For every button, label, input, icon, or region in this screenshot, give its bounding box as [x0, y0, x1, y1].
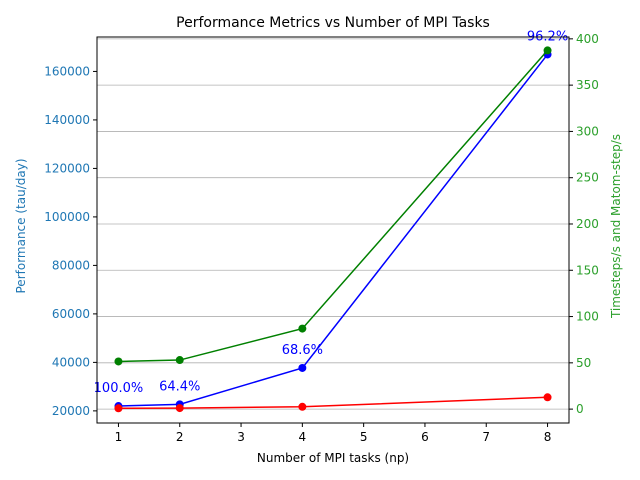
data-point	[114, 404, 123, 413]
left-y-tick-label: 160000	[44, 64, 90, 78]
x-tick-label: 7	[482, 430, 490, 444]
data-label: 100.0%	[94, 381, 144, 396]
x-tick-label: 3	[237, 430, 245, 444]
data-point	[175, 404, 184, 413]
series-layer	[114, 46, 552, 413]
x-axis-label: Number of MPI tasks (np)	[257, 451, 409, 465]
right-y-tick-label: 150	[576, 263, 599, 277]
data-label: 68.6%	[282, 343, 323, 358]
left-y-tick-label: 60000	[52, 307, 90, 321]
right-y-axis-label: Timesteps/s and Matom-step/s	[609, 134, 623, 319]
annotations: 100.0% 64.4%68.6%96.2%	[94, 29, 569, 396]
data-point	[298, 363, 307, 372]
x-tick-label: 6	[421, 430, 429, 444]
x-tick-label: 8	[544, 430, 552, 444]
series-line	[118, 53, 549, 407]
right-y-ticks: 0 50 100 150 200 250 300 350 400	[569, 32, 599, 416]
right-y-tick-label: 50	[576, 356, 591, 370]
series-line	[118, 396, 548, 410]
data-label: 64.4%	[159, 379, 200, 394]
left-y-tick-label: 140000	[44, 113, 90, 127]
left-y-tick-label: 120000	[44, 161, 90, 175]
data-point	[298, 402, 307, 411]
right-y-tick-label: 300	[576, 124, 599, 138]
data-point	[298, 324, 307, 333]
left-y-tick-label: 80000	[52, 258, 90, 272]
data-point	[543, 393, 552, 402]
right-y-tick-label: 400	[576, 32, 599, 46]
x-tick-label: 4	[299, 430, 307, 444]
right-y-tick-label: 100	[576, 310, 599, 324]
gridlines	[97, 38, 569, 410]
left-y-tick-label: 20000	[52, 404, 90, 418]
plot-frame	[96, 36, 570, 424]
data-point	[543, 46, 552, 55]
x-tick-label: 1	[115, 430, 123, 444]
left-y-tick-label: 100000	[44, 210, 90, 224]
x-tick-label: 5	[360, 430, 368, 444]
left-y-axis-label: Performance (tau/day)	[14, 159, 28, 294]
x-tick-label: 2	[176, 430, 184, 444]
x-ticks: 1 2 3 4 5 6 7 8	[115, 423, 552, 444]
right-y-tick-label: 350	[576, 78, 599, 92]
chart-title: Performance Metrics vs Number of MPI Tas…	[176, 15, 490, 31]
right-y-tick-label: 250	[576, 171, 599, 185]
right-y-tick-label: 200	[576, 217, 599, 231]
left-y-ticks: 20000 40000 60000 80000 100000 120000 140000 16…	[44, 64, 97, 418]
data-point	[114, 357, 123, 366]
data-point	[175, 356, 184, 365]
right-y-tick-label: 0	[576, 402, 584, 416]
series-line	[118, 49, 549, 363]
left-y-tick-label: 40000	[52, 355, 90, 369]
